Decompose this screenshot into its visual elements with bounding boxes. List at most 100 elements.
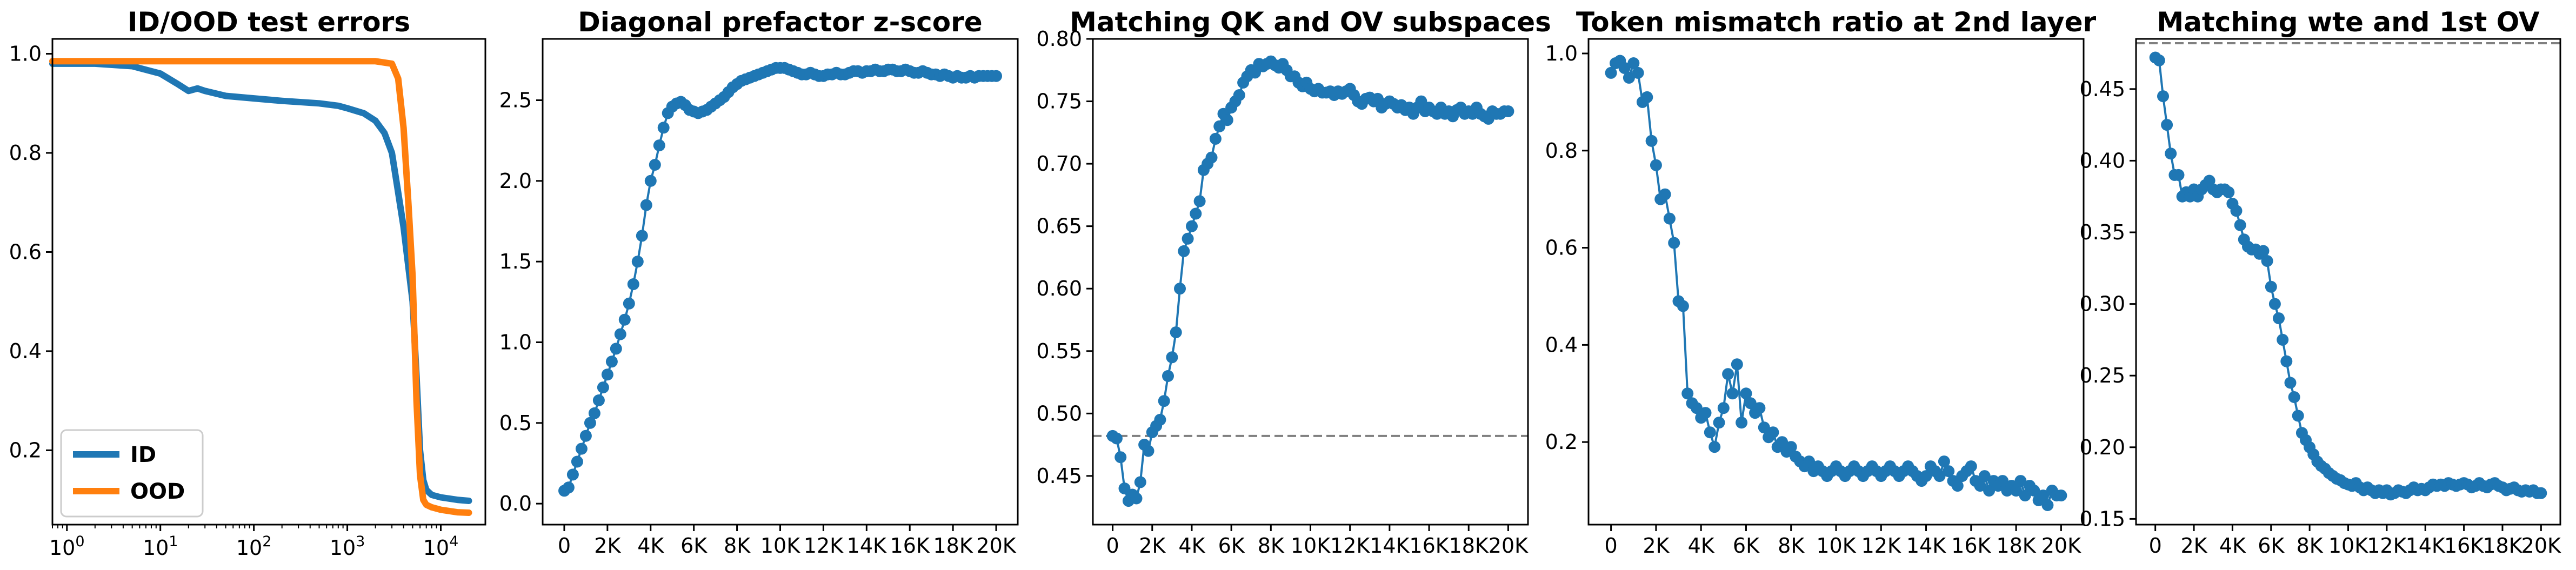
data-point — [1709, 441, 1721, 453]
series-1 — [2149, 51, 2547, 501]
data-point — [597, 381, 609, 394]
axes-frame — [2135, 38, 2561, 526]
series-line — [1610, 59, 2063, 506]
legend: ID OOD — [60, 429, 204, 518]
data-point — [1699, 407, 1712, 419]
data-point — [2292, 410, 2304, 422]
y-tick-label: 0.4 — [9, 339, 42, 363]
data-point — [1943, 465, 1955, 478]
data-point — [2037, 489, 2050, 502]
data-point — [2234, 219, 2246, 231]
data-point — [1668, 237, 1680, 249]
data-point — [1933, 470, 1946, 482]
y-tick-label: 0.15 — [2079, 507, 2125, 531]
data-point — [2019, 489, 2031, 502]
x-tick-label: 101 — [143, 533, 178, 560]
x-tick-label: 0 — [558, 534, 571, 558]
y-tick-label: 0.50 — [1036, 401, 1082, 425]
data-point — [1740, 387, 1752, 400]
data-point — [1193, 195, 1206, 207]
x-tick-label: 4K — [1178, 534, 1205, 558]
x-tick-label: 16K — [890, 534, 930, 558]
x-tick-label: 4K — [2219, 534, 2246, 558]
data-point — [2153, 54, 2165, 66]
y-tick-label: 2.0 — [499, 169, 532, 193]
data-point — [1677, 300, 1689, 312]
data-point — [2161, 119, 2173, 131]
data-point — [1605, 66, 1617, 79]
x-tick-label: 20K — [1489, 534, 1529, 558]
chart-title: Token mismatch ratio at 2nd layer — [1576, 6, 2097, 38]
data-point — [1736, 417, 1748, 429]
y-tick-label: 0.65 — [1036, 214, 1082, 238]
y-tick-label: 1.0 — [499, 331, 532, 354]
data-point — [1174, 283, 1186, 295]
y-tick-label: 0.4 — [1545, 333, 1578, 357]
data-point — [618, 313, 631, 326]
data-point — [566, 468, 579, 481]
data-point — [2288, 391, 2300, 403]
data-point — [1130, 492, 1143, 505]
y-tick-label: 0.2 — [9, 438, 42, 462]
x-tick-label: 8K — [724, 534, 751, 558]
data-point — [2055, 489, 2067, 502]
data-point — [2028, 485, 2040, 497]
data-point — [631, 256, 644, 268]
data-point — [1221, 114, 1233, 126]
data-point — [1154, 413, 1166, 426]
x-tick-label: 104 — [423, 533, 459, 560]
legend-label: ID — [130, 442, 156, 467]
data-point — [1632, 66, 1644, 79]
x-tick-label: 6K — [680, 534, 708, 558]
data-point — [1704, 426, 1716, 439]
x-tick-label: 0 — [2149, 534, 2162, 558]
data-point — [592, 394, 605, 406]
data-point — [2261, 255, 2273, 267]
x-tick-label: 4K — [1688, 534, 1715, 558]
data-point — [1158, 395, 1170, 407]
data-point — [1965, 460, 1977, 473]
series-ood — [49, 58, 472, 516]
data-point — [636, 230, 648, 242]
x-tick-label: 8K — [2297, 534, 2324, 558]
y-tick-label: 0.30 — [2079, 292, 2125, 316]
x-tick-label: 100 — [49, 533, 85, 560]
data-point — [1744, 397, 1757, 410]
data-point — [1997, 475, 2009, 487]
x-tick-label: 8K — [1258, 534, 1285, 558]
data-point — [1627, 57, 1640, 69]
data-point — [990, 70, 1002, 82]
data-point — [1618, 62, 1631, 74]
data-point — [1178, 245, 1190, 257]
data-point — [2157, 90, 2169, 103]
data-point — [2165, 147, 2177, 160]
x-tick-label: 12K — [804, 534, 844, 558]
y-tick-label: 0.6 — [1545, 236, 1578, 260]
data-point — [579, 430, 592, 442]
data-point — [623, 297, 635, 310]
data-point — [571, 455, 583, 468]
series-1 — [1605, 55, 2067, 511]
data-point — [605, 356, 618, 368]
data-point — [1186, 220, 1198, 232]
x-tick-label: 10K — [760, 534, 800, 558]
data-point — [1731, 358, 1743, 371]
series-line — [49, 58, 472, 516]
x-tick-label: 6K — [1733, 534, 1760, 558]
data-point — [2265, 280, 2277, 293]
x-tick-label: 20K — [976, 534, 1016, 558]
data-point — [2273, 312, 2285, 325]
y-tick-label: 0.5 — [499, 411, 532, 435]
data-point — [640, 199, 652, 211]
series-line — [2154, 56, 2542, 496]
data-point — [1690, 402, 1703, 414]
data-point — [1182, 232, 1194, 245]
y-tick-label: 0.80 — [1036, 27, 1082, 51]
x-tick-label: 20K — [2041, 534, 2081, 558]
data-point — [1623, 71, 1635, 84]
data-point — [1938, 455, 1950, 468]
x-tick-label: 6K — [2258, 534, 2285, 558]
x-tick-label: 14K — [1370, 534, 1410, 558]
data-point — [2230, 205, 2243, 217]
x-tick-label: 14K — [1906, 534, 1946, 558]
